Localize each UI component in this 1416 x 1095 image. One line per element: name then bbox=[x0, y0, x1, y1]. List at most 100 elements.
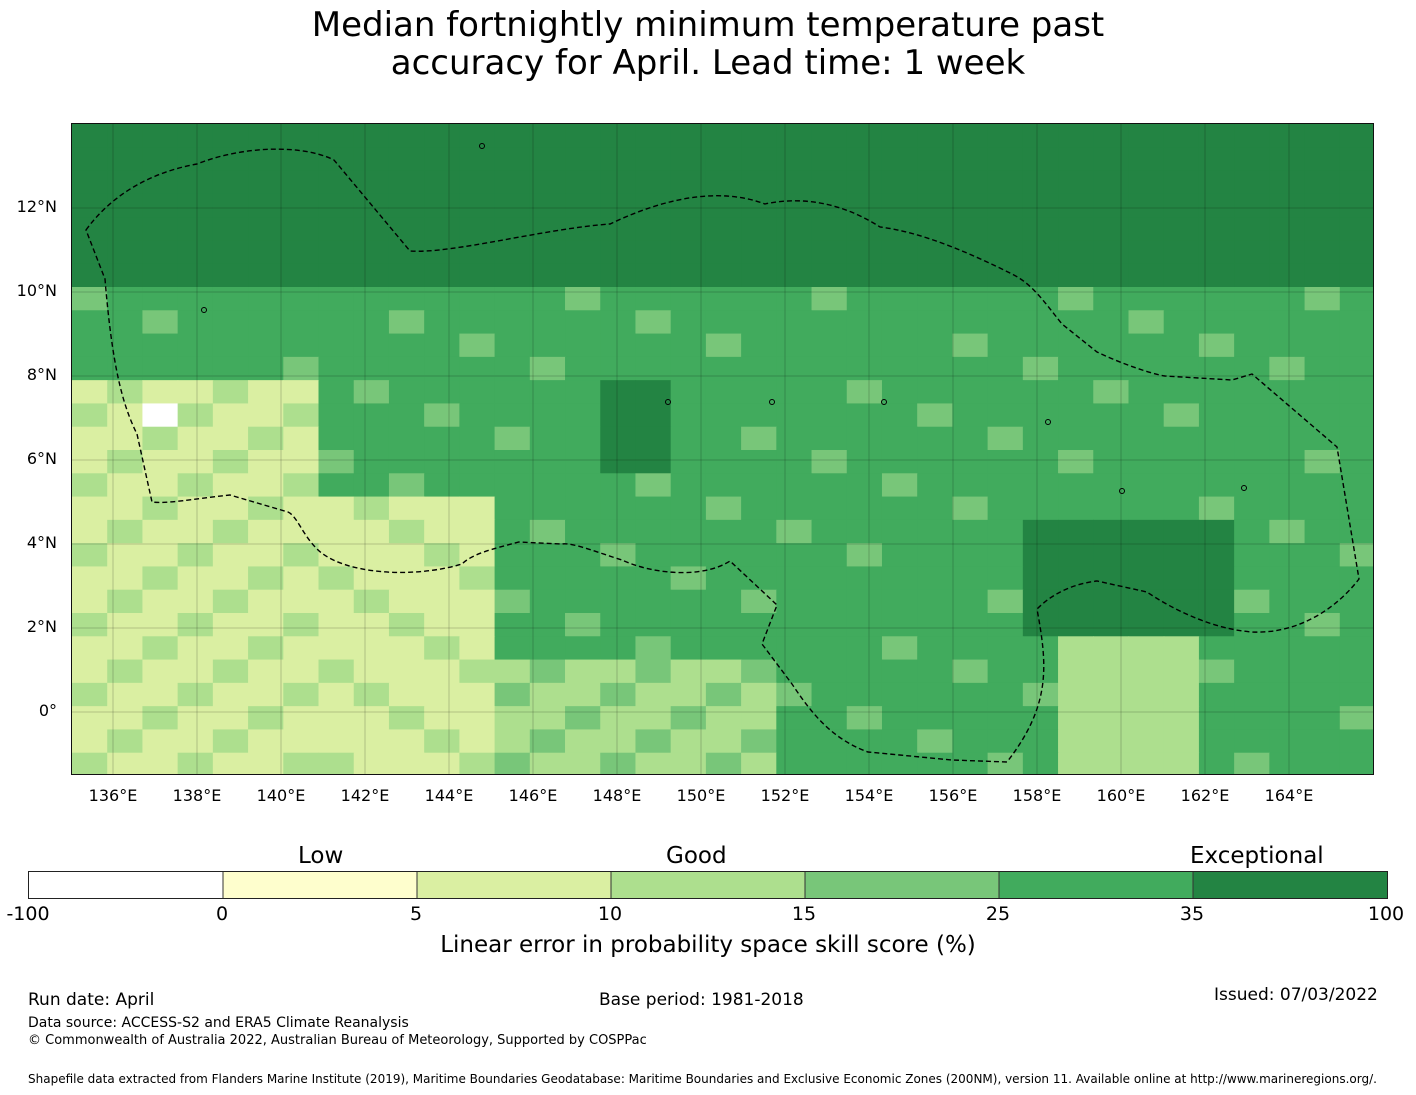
map-cell bbox=[635, 333, 672, 358]
map-cell bbox=[811, 403, 848, 428]
map-cell bbox=[987, 170, 1024, 195]
map-cell bbox=[318, 403, 355, 428]
map-cell bbox=[1198, 706, 1235, 731]
map-cell bbox=[776, 496, 813, 521]
map-cell bbox=[846, 240, 883, 265]
map-cell bbox=[459, 519, 496, 544]
map-cell bbox=[881, 403, 918, 428]
map-cell bbox=[600, 589, 637, 614]
map-cell bbox=[72, 333, 108, 358]
map-cell bbox=[72, 380, 108, 405]
map-cell bbox=[881, 566, 918, 591]
map-cell bbox=[952, 263, 989, 288]
map-cell bbox=[1269, 566, 1306, 591]
map-cell bbox=[881, 473, 918, 498]
map-cell bbox=[1163, 147, 1200, 172]
map-cell bbox=[600, 333, 637, 358]
map-cell bbox=[1304, 543, 1341, 568]
map-cell bbox=[388, 729, 425, 754]
map-cell bbox=[72, 706, 108, 731]
map-cell bbox=[881, 356, 918, 381]
lat-label-10n: 10°N bbox=[16, 281, 57, 300]
map-cell bbox=[459, 287, 496, 311]
map-cell bbox=[212, 729, 249, 754]
map-cell bbox=[283, 124, 320, 148]
map-cell bbox=[917, 566, 954, 591]
map-cell bbox=[248, 496, 284, 521]
map-cell bbox=[1058, 729, 1094, 754]
map-cell bbox=[670, 124, 707, 148]
map-cell bbox=[388, 356, 425, 381]
map-cell bbox=[1128, 426, 1165, 451]
map-cell bbox=[1163, 473, 1200, 498]
map-cell bbox=[1022, 193, 1059, 218]
map-cell bbox=[1198, 380, 1235, 405]
map-cell bbox=[142, 729, 179, 754]
map-cell bbox=[1198, 589, 1235, 614]
map-cell bbox=[212, 217, 249, 242]
map-cell bbox=[459, 496, 496, 521]
map-cell bbox=[1163, 543, 1200, 568]
map-cell bbox=[353, 217, 390, 242]
map-cell bbox=[1058, 659, 1094, 684]
map-cell bbox=[741, 706, 777, 731]
map-cell bbox=[1304, 589, 1341, 614]
map-cell bbox=[283, 682, 320, 707]
map-cell bbox=[388, 193, 425, 218]
map-cell bbox=[424, 380, 460, 405]
map-cell bbox=[952, 543, 989, 568]
map-cell bbox=[1058, 403, 1094, 428]
map-cell bbox=[1163, 589, 1200, 614]
map-cell bbox=[1339, 217, 1373, 242]
map-cell bbox=[318, 193, 355, 218]
map-cell bbox=[1128, 310, 1165, 335]
map-cell bbox=[1163, 287, 1200, 311]
map-grid bbox=[72, 124, 1373, 774]
map-cell bbox=[811, 636, 848, 661]
map-cell bbox=[741, 124, 777, 148]
map-cell bbox=[212, 310, 249, 335]
map-cell bbox=[952, 124, 989, 148]
map-cell bbox=[917, 543, 954, 568]
map-cell bbox=[705, 170, 742, 195]
map-cell bbox=[72, 450, 108, 474]
map-cell bbox=[318, 589, 355, 614]
map-cell bbox=[1198, 636, 1235, 661]
map-cell bbox=[459, 380, 496, 405]
map-cell bbox=[635, 170, 672, 195]
map-cell bbox=[1339, 356, 1373, 381]
map-cell bbox=[1093, 380, 1130, 405]
map-cell bbox=[1093, 124, 1130, 148]
map-cell bbox=[811, 263, 848, 288]
map-cell bbox=[987, 426, 1024, 451]
map-cell bbox=[1198, 519, 1235, 544]
map-cell bbox=[353, 636, 390, 661]
map-cell bbox=[1234, 217, 1270, 242]
lat-label-4n: 4°N bbox=[26, 533, 57, 552]
map-cell bbox=[917, 589, 954, 614]
map-cell bbox=[1198, 263, 1235, 288]
map-cell bbox=[1058, 240, 1094, 265]
map-cell bbox=[670, 263, 707, 288]
map-cell bbox=[1163, 450, 1200, 474]
map-cell bbox=[353, 450, 390, 474]
island-outline bbox=[1241, 485, 1247, 491]
map-cell bbox=[72, 589, 108, 614]
colorbar bbox=[28, 871, 1388, 899]
colorbar-segment-7 bbox=[1193, 872, 1387, 898]
map-cell bbox=[952, 333, 989, 358]
map-cell bbox=[212, 124, 249, 148]
map-cell bbox=[741, 543, 777, 568]
map-cell bbox=[987, 310, 1024, 335]
map-cell bbox=[1339, 263, 1373, 288]
map-cell bbox=[1093, 706, 1130, 731]
map-cell bbox=[424, 566, 460, 591]
map-cell bbox=[142, 240, 179, 265]
map-cell bbox=[1304, 636, 1341, 661]
map-cell bbox=[846, 706, 883, 731]
map-cell bbox=[107, 566, 144, 591]
map-cell bbox=[459, 403, 496, 428]
map-cell bbox=[635, 752, 672, 774]
map-cell bbox=[318, 659, 355, 684]
map-cell bbox=[494, 473, 531, 498]
